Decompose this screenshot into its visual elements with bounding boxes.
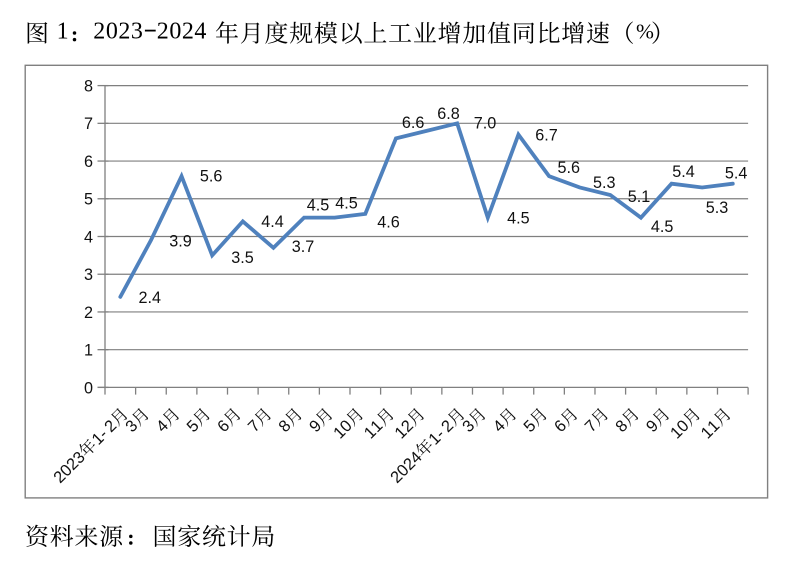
svg-text:5.6: 5.6 (200, 168, 223, 186)
svg-text:8: 8 (84, 78, 93, 96)
svg-text:5.3: 5.3 (706, 199, 729, 217)
svg-text:5.4: 5.4 (672, 163, 695, 181)
svg-text:5: 5 (84, 191, 93, 209)
svg-text:6.8: 6.8 (437, 105, 460, 123)
svg-text:2.4: 2.4 (139, 289, 162, 307)
svg-text:7.0: 7.0 (474, 115, 497, 133)
svg-text:4: 4 (84, 228, 93, 246)
svg-text:1: 1 (84, 342, 93, 360)
svg-text:0: 0 (84, 379, 93, 397)
svg-text:4.4: 4.4 (261, 213, 284, 231)
svg-text:5.3: 5.3 (593, 174, 616, 192)
svg-text:3.5: 3.5 (231, 249, 254, 267)
svg-text:4.5: 4.5 (651, 218, 674, 236)
svg-text:2: 2 (84, 304, 93, 322)
svg-text:4.5: 4.5 (335, 195, 358, 213)
svg-text:7: 7 (84, 115, 93, 133)
svg-text:6.6: 6.6 (402, 114, 425, 132)
svg-text:5.6: 5.6 (558, 159, 581, 177)
svg-text:3.9: 3.9 (169, 233, 192, 251)
svg-text:%: % (636, 19, 654, 43)
svg-text:2023: 2023 (93, 19, 143, 45)
svg-text:2024: 2024 (157, 19, 207, 45)
svg-text:4.5: 4.5 (507, 210, 530, 228)
svg-text:3: 3 (84, 266, 93, 284)
svg-text:4.5: 4.5 (307, 197, 330, 215)
svg-text:4.6: 4.6 (377, 213, 400, 231)
svg-text:6.7: 6.7 (535, 127, 558, 145)
svg-text:1: 1 (57, 19, 69, 45)
svg-text:5.1: 5.1 (628, 188, 651, 206)
svg-text:6: 6 (84, 153, 93, 171)
svg-text:5.4: 5.4 (725, 165, 748, 183)
svg-text:3.7: 3.7 (292, 238, 315, 256)
